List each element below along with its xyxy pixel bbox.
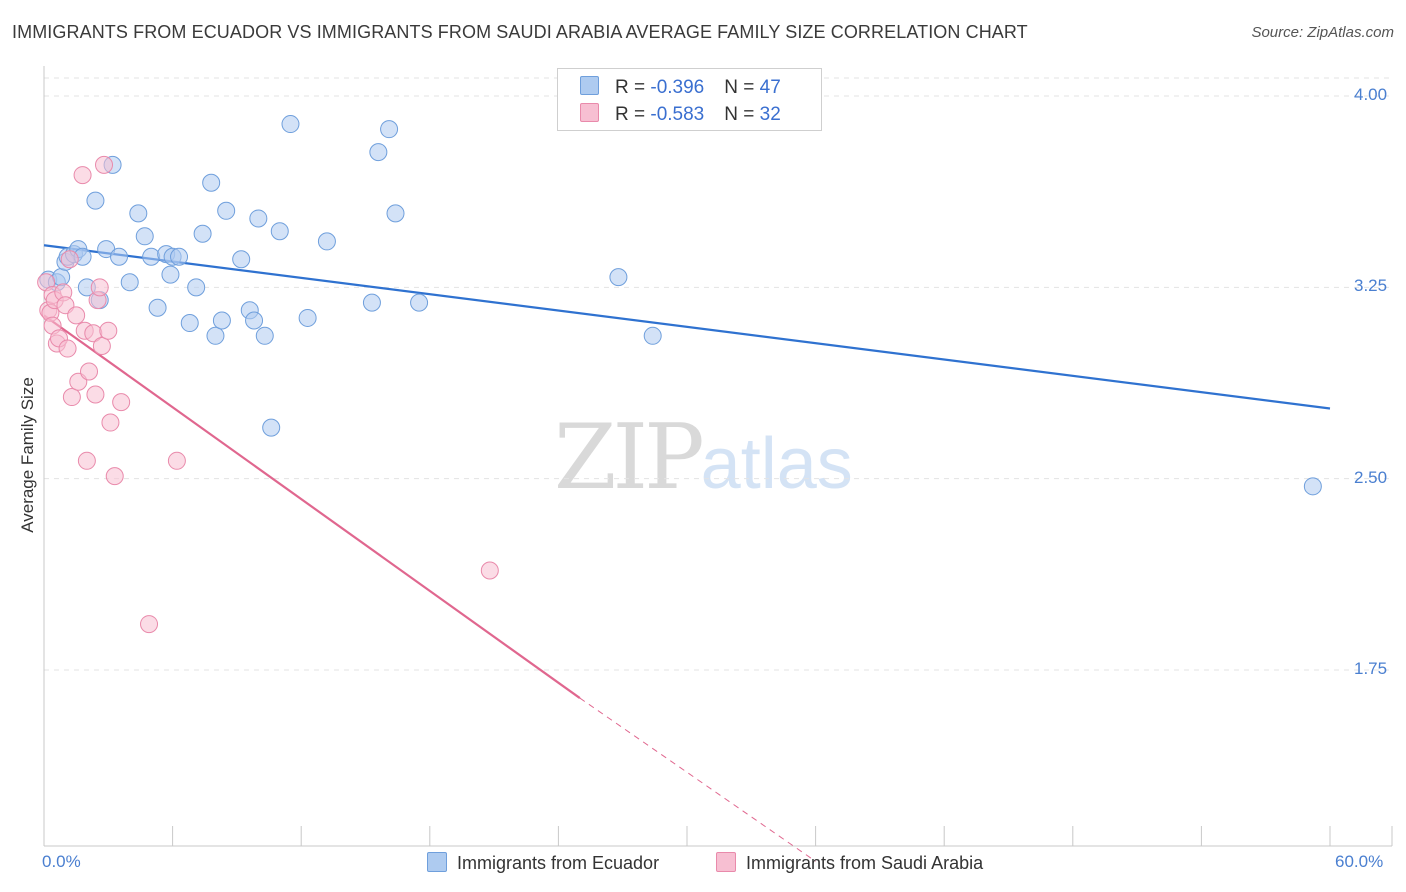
ecuador-swatch	[580, 76, 599, 95]
ecuador-point	[187, 278, 206, 297]
ecuador-point	[1303, 477, 1322, 496]
zipatlas-watermark: ZIPatlas	[554, 405, 853, 510]
ecuador-point	[255, 326, 274, 345]
saudi-swatch	[580, 103, 599, 122]
ecuador-point	[120, 273, 139, 292]
y-tick-label: 4.00	[1354, 85, 1388, 104]
saudi-point	[105, 467, 124, 486]
stats-row-ecuador: R = -0.396 N = 47	[580, 76, 781, 98]
n-label: N =	[724, 77, 760, 98]
saudi-legend-swatch	[716, 852, 736, 872]
ecuador-point	[245, 311, 264, 330]
ecuador-point	[380, 120, 399, 139]
saudi-point	[80, 362, 99, 381]
ecuador-point	[206, 326, 225, 345]
ecuador-point	[317, 232, 336, 251]
ecuador-point	[86, 191, 105, 210]
ecuador-point	[161, 265, 180, 284]
n-value: 32	[759, 104, 781, 125]
legend-item-ecuador[interactable]: Immigrants from Ecuador	[427, 852, 659, 874]
r-value: -0.396	[650, 77, 705, 98]
ecuador-point	[232, 250, 251, 269]
ecuador-point	[52, 268, 71, 287]
saudi-point	[140, 615, 159, 634]
saudi-trend-line	[43, 314, 581, 699]
ecuador-point	[217, 201, 236, 220]
r-value: -0.583	[650, 104, 705, 125]
ecuador-point	[202, 173, 221, 192]
ecuador-point	[410, 293, 429, 312]
ecuador-point	[142, 247, 161, 266]
n-label: N =	[724, 104, 760, 125]
ecuador-legend-swatch	[427, 852, 447, 872]
ecuador-point	[609, 268, 628, 287]
stats-legend: R = -0.396 N = 47 R = -0.583 N = 32	[557, 68, 822, 131]
ecuador-point	[262, 418, 281, 437]
y-tick-label: 3.25	[1354, 276, 1388, 296]
saudi-point	[77, 451, 96, 470]
watermark-zip: ZIP	[554, 405, 705, 510]
grid-layer	[44, 77, 1392, 671]
ecuador-trend-line	[43, 244, 1331, 410]
ecuador-point	[386, 204, 405, 223]
legend-label: Immigrants from Saudi Arabia	[746, 853, 984, 873]
ecuador-point	[362, 293, 381, 312]
saudi-point	[101, 413, 120, 432]
y-axis-label: Average Family Size	[18, 377, 37, 533]
source-label: Source: ZipAtlas.com	[1251, 24, 1394, 41]
saudi-point	[67, 306, 86, 325]
ecuador-point	[281, 115, 300, 134]
ecuador-point	[135, 227, 154, 246]
ecuador-point	[643, 326, 662, 345]
ecuador-point	[212, 311, 231, 330]
y-tick-label: 2.50	[1354, 467, 1388, 487]
saudi-point	[92, 337, 111, 356]
axis-layer	[43, 66, 1393, 847]
saudi-point	[112, 393, 131, 412]
ecuador-point	[110, 247, 129, 266]
watermark-atlas: atlas	[700, 424, 853, 504]
trend-layer	[43, 244, 1331, 862]
x-tick-label-min: 0.0%	[42, 852, 81, 871]
ecuador-point	[170, 247, 189, 266]
ecuador-point	[148, 298, 167, 317]
saudi-point	[95, 155, 114, 174]
y-tick-label: 1.75	[1354, 659, 1388, 678]
saudi-point	[62, 388, 81, 407]
ecuador-point	[249, 209, 268, 228]
legend-item-saudi[interactable]: Immigrants from Saudi Arabia	[716, 852, 983, 874]
points-layer	[37, 115, 1322, 634]
r-label: R =	[615, 77, 651, 98]
saudi-point	[73, 166, 92, 185]
ecuador-point	[369, 143, 388, 162]
saudi-point	[480, 561, 499, 580]
saudi-point	[90, 278, 109, 297]
r-label: R =	[615, 104, 651, 125]
ecuador-point	[193, 224, 212, 243]
saudi-trend-extension	[579, 697, 816, 862]
saudi-point	[99, 321, 118, 340]
stats-row-saudi: R = -0.583 N = 32	[580, 103, 781, 125]
legend-label: Immigrants from Ecuador	[457, 853, 660, 873]
x-tick-label-max: 60.0%	[1335, 852, 1384, 871]
chart-title: IMMIGRANTS FROM ECUADOR VS IMMIGRANTS FR…	[12, 22, 1028, 42]
saudi-point	[86, 385, 105, 404]
ecuador-point	[180, 314, 199, 333]
saudi-point	[58, 339, 77, 358]
ecuador-point	[129, 204, 148, 223]
ecuador-point	[270, 222, 289, 241]
saudi-point	[167, 451, 186, 470]
n-value: 47	[759, 77, 781, 98]
saudi-point	[60, 250, 79, 269]
ecuador-point	[298, 308, 317, 327]
